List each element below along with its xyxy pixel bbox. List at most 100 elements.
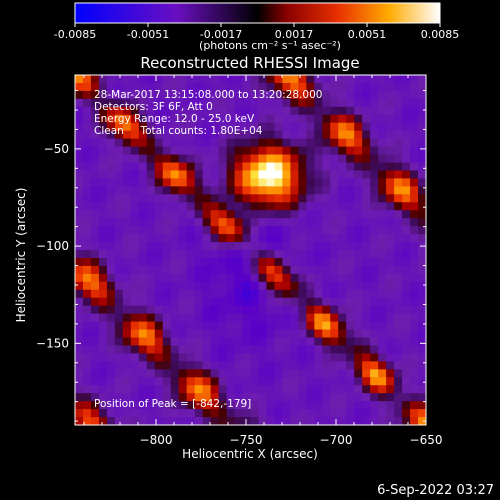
- heatmap-cell: [82, 75, 92, 84]
- heatmap-cell: [114, 337, 124, 347]
- heatmap-cell: [90, 329, 100, 339]
- heatmap-cell: [194, 186, 204, 195]
- heatmap-cell: [394, 170, 403, 179]
- heatmap-cell: [346, 321, 355, 331]
- heatmap-cell: [386, 273, 395, 283]
- heatmap-cell: [418, 186, 426, 195]
- heatmap-cell: [82, 321, 92, 331]
- heatmap-cell: [290, 242, 299, 251]
- heatmap-cell: [154, 154, 164, 164]
- heatmap-cell: [234, 170, 244, 179]
- heatmap-cell: [322, 329, 331, 339]
- heatmap-cell: [322, 385, 331, 394]
- heatmap-cell: [338, 337, 347, 347]
- heatmap-cell: [314, 154, 323, 164]
- heatmap-cell: [218, 130, 228, 140]
- heatmap-cell: [274, 417, 284, 425]
- heatmap-cell: [210, 273, 220, 283]
- heatmap-cell: [274, 98, 284, 108]
- heatmap-cell: [290, 417, 299, 425]
- heatmap-cell: [75, 401, 84, 410]
- heatmap-cell: [354, 170, 363, 179]
- heatmap-cell: [402, 122, 411, 132]
- heatmap-cell: [354, 250, 363, 259]
- heatmap-cell: [282, 361, 291, 370]
- heatmap-cell: [178, 257, 188, 267]
- heatmap-cell: [210, 234, 220, 243]
- heatmap-cell: [370, 289, 379, 299]
- heatmap-cell: [266, 194, 276, 203]
- heatmap-cell: [306, 170, 315, 179]
- heatmap-cell: [394, 234, 403, 243]
- heatmap-cell: [266, 273, 276, 283]
- heatmap-cell: [346, 377, 355, 386]
- heatmap-cell: [162, 106, 172, 116]
- heatmap-cell: [322, 82, 331, 92]
- heatmap-cell: [418, 273, 426, 283]
- heatmap-cell: [266, 329, 276, 339]
- heatmap-cell: [170, 257, 180, 267]
- heatmap-cell: [386, 369, 395, 378]
- heatmap-cell: [170, 98, 180, 108]
- heatmap-cell: [266, 130, 276, 140]
- heatmap-cell: [362, 138, 371, 148]
- heatmap-cell: [250, 122, 260, 132]
- heatmap-cell: [178, 250, 188, 259]
- heatmap-cell: [306, 257, 315, 267]
- heatmap-cell: [338, 305, 347, 315]
- heatmap-cell: [146, 401, 156, 410]
- heatmap-cell: [250, 130, 260, 140]
- heatmap-cell: [98, 186, 108, 195]
- heatmap-cell: [258, 178, 268, 187]
- heatmap-cell: [154, 281, 164, 291]
- heatmap-cell: [402, 154, 411, 164]
- heatmap-cell: [314, 409, 323, 418]
- heatmap-cell: [162, 305, 172, 315]
- heatmap-cell: [386, 401, 395, 410]
- heatmap-cell: [162, 162, 172, 172]
- heatmap-cell: [418, 345, 426, 354]
- heatmap-cell: [274, 82, 284, 92]
- heatmap-cell: [146, 393, 156, 402]
- heatmap-cell: [138, 321, 148, 331]
- heatmap-cell: [186, 106, 196, 116]
- heatmap-cell: [402, 377, 411, 386]
- heatmap-cell: [130, 409, 140, 418]
- heatmap-cell: [314, 114, 323, 124]
- heatmap-cell: [75, 106, 84, 116]
- heatmap-cell: [242, 178, 252, 187]
- heatmap-cell: [194, 146, 204, 156]
- heatmap-cell: [362, 122, 371, 132]
- heatmap-cell: [402, 401, 411, 410]
- heatmap-cell: [170, 114, 180, 124]
- heatmap-cell: [266, 257, 276, 267]
- heatmap-cell: [106, 90, 116, 100]
- heatmap-cell: [178, 289, 188, 299]
- heatmap-cell: [282, 170, 291, 179]
- heatmap-cell: [378, 218, 387, 227]
- heatmap-cell: [226, 170, 236, 179]
- heatmap-cell: [362, 202, 371, 211]
- heatmap-cell: [242, 361, 252, 370]
- x-tick-label: −750: [230, 433, 263, 447]
- heatmap-cell: [370, 297, 379, 307]
- heatmap-cell: [250, 329, 260, 339]
- heatmap-cell: [218, 313, 228, 323]
- heatmap-cell: [274, 353, 284, 362]
- heatmap-cell: [114, 194, 124, 203]
- heatmap-cell: [75, 361, 84, 370]
- heatmap-cell: [138, 106, 148, 116]
- heatmap-cell: [202, 417, 212, 425]
- heatmap-cell: [282, 321, 291, 331]
- heatmap-cell: [170, 313, 180, 323]
- heatmap-cell: [282, 377, 291, 386]
- heatmap-cell: [338, 321, 347, 331]
- heatmap-cell: [362, 353, 371, 362]
- heatmap-cell: [362, 257, 371, 267]
- heatmap-cell: [130, 122, 140, 132]
- heatmap-cell: [210, 122, 220, 132]
- heatmap-cell: [378, 250, 387, 259]
- heatmap-cell: [106, 297, 116, 307]
- heatmap-cell: [274, 313, 284, 323]
- heatmap-cell: [218, 226, 228, 235]
